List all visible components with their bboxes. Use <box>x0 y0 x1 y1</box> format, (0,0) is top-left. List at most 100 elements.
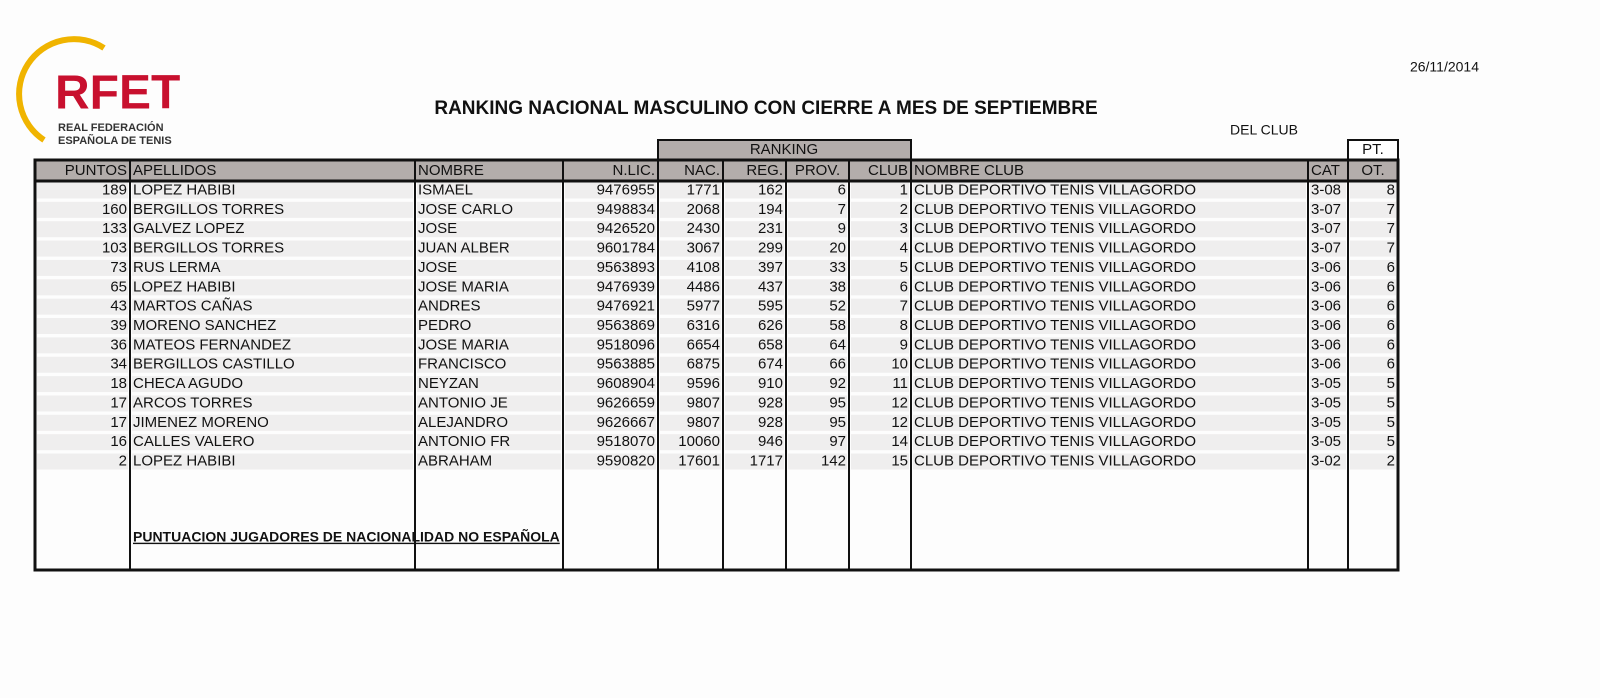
cell-shade <box>1310 221 1346 238</box>
cell-shade <box>660 279 721 296</box>
cell-shade <box>725 434 784 451</box>
cell-shade <box>851 376 909 393</box>
cell: NEYZAN <box>418 375 479 392</box>
cell: 5 <box>1387 433 1395 450</box>
cell-shade <box>132 395 413 412</box>
cell: 2 <box>900 201 908 218</box>
cell: CLUB DEPORTIVO TENIS VILLAGORDO <box>914 240 1196 257</box>
cell: 73 <box>110 259 127 276</box>
logo-arc <box>16 36 106 143</box>
cell-shade <box>37 414 128 431</box>
cell: 3 <box>900 220 908 237</box>
cell: 9 <box>838 220 846 237</box>
cell: 3-07 <box>1311 220 1341 237</box>
cell: 6 <box>1387 317 1395 334</box>
cell-shade <box>37 298 128 315</box>
cell-shade <box>132 279 413 296</box>
cell: 7 <box>1387 201 1395 218</box>
cell-shade <box>37 221 128 238</box>
cell: 6 <box>1387 336 1395 353</box>
cell-shade <box>660 221 721 238</box>
cell-shade <box>788 240 847 257</box>
cell: 38 <box>829 278 846 295</box>
cell: JOSE MARIA <box>418 278 509 295</box>
cell: 97 <box>829 433 846 450</box>
cell-shade <box>1310 414 1346 431</box>
cell: 133 <box>102 220 127 237</box>
cell-shade <box>1350 279 1396 296</box>
cell-shade <box>132 182 413 199</box>
cell: 9 <box>900 336 908 353</box>
cell: 64 <box>829 336 846 353</box>
column-header: NAC. <box>684 162 720 179</box>
cell: 10060 <box>678 433 720 450</box>
cell-shade <box>1310 279 1346 296</box>
cell-shade <box>851 182 909 199</box>
cell: CLUB DEPORTIVO TENIS VILLAGORDO <box>914 181 1196 198</box>
cell: RUS LERMA <box>133 259 221 276</box>
cell: 5977 <box>687 298 720 315</box>
cell: 20 <box>829 240 846 257</box>
cell: 9626659 <box>597 394 655 411</box>
cell: 5 <box>1387 414 1395 431</box>
cell-shade <box>37 434 128 451</box>
cell: 6654 <box>687 336 720 353</box>
cell-shade <box>417 201 561 218</box>
cell-shade <box>1310 201 1346 218</box>
cell: ABRAHAM <box>418 453 492 470</box>
cell-shade <box>851 201 909 218</box>
cell-shade <box>1350 434 1396 451</box>
cell: BERGILLOS CASTILLO <box>133 356 295 373</box>
cell: 17 <box>110 414 127 431</box>
cell-shade <box>1350 318 1396 335</box>
cell-shade <box>417 279 561 296</box>
cell-shade <box>851 453 909 470</box>
column-header: PROV. <box>795 162 840 179</box>
cell-shade <box>725 337 784 354</box>
cell: 9518096 <box>597 336 655 353</box>
cell-shade <box>788 414 847 431</box>
cell-shade <box>417 318 561 335</box>
cell: 626 <box>758 317 783 334</box>
logo-line: ESPAÑOLA DE TENIS <box>58 134 172 147</box>
cell: 3-06 <box>1311 298 1341 315</box>
cell: 928 <box>758 414 783 431</box>
cell: CLUB DEPORTIVO TENIS VILLAGORDO <box>914 201 1196 218</box>
cell-shade <box>37 453 128 470</box>
cell: 6 <box>1387 278 1395 295</box>
table-border <box>33 158 1400 572</box>
cell: CLUB DEPORTIVO TENIS VILLAGORDO <box>914 394 1196 411</box>
cell-shade <box>913 434 1306 451</box>
cell: 95 <box>829 394 846 411</box>
cell: 4 <box>900 240 908 257</box>
cell-shade <box>417 337 561 354</box>
cell: CLUB DEPORTIVO TENIS VILLAGORDO <box>914 259 1196 276</box>
cell: 7 <box>900 298 908 315</box>
cell: 3-06 <box>1311 259 1341 276</box>
cell-shade <box>660 259 721 276</box>
cell-shade <box>1350 201 1396 218</box>
cell: 6 <box>1387 356 1395 373</box>
cell-shade <box>1310 453 1346 470</box>
cell-shade <box>1350 337 1396 354</box>
cell: CLUB DEPORTIVO TENIS VILLAGORDO <box>914 375 1196 392</box>
cell: CALLES VALERO <box>133 433 254 450</box>
cell-shade <box>37 376 128 393</box>
cell: 2068 <box>687 201 720 218</box>
column-header: NOMBRE <box>418 162 484 179</box>
cell-shade <box>1350 221 1396 238</box>
cell-shade <box>725 259 784 276</box>
cell-shade <box>417 356 561 373</box>
cell: ALEJANDRO <box>418 414 508 431</box>
cell-shade <box>132 318 413 335</box>
cell-shade <box>417 414 561 431</box>
cell-shade <box>565 434 656 451</box>
cell: CLUB DEPORTIVO TENIS VILLAGORDO <box>914 356 1196 373</box>
cell: 3-05 <box>1311 433 1341 450</box>
cell-shade <box>851 259 909 276</box>
cell: MORENO SANCHEZ <box>133 317 276 334</box>
cell: 674 <box>758 356 783 373</box>
cell: 2430 <box>687 220 720 237</box>
cell: ANTONIO JE <box>418 394 508 411</box>
